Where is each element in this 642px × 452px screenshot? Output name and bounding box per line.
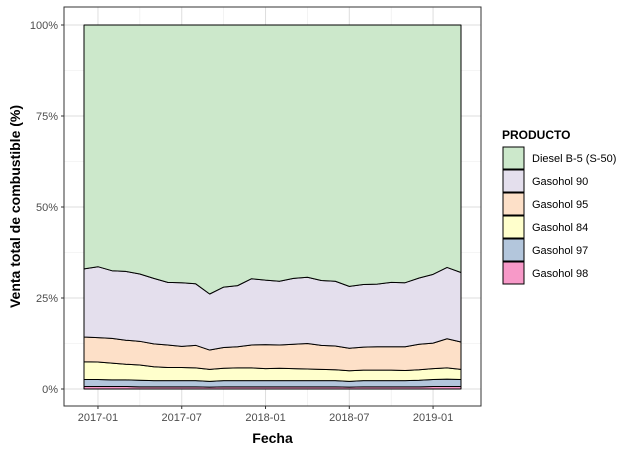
legend-title: PRODUCTO xyxy=(502,128,570,142)
legend-key-swatch xyxy=(502,215,525,239)
axes: 0% 25% 50% 75% 100% 2017-01 2017-07 2018-01 2018… xyxy=(30,20,453,424)
y-tick-label: 50% xyxy=(36,202,58,214)
legend-key-swatch xyxy=(502,192,525,216)
y-tick-label: 75% xyxy=(36,111,58,123)
legend-label: Gasohol 97 xyxy=(532,245,588,257)
legend-label: Gasohol 84 xyxy=(532,222,588,234)
x-tick-label: 2018-01 xyxy=(245,412,285,424)
area-diesel-b-5-s-50 xyxy=(83,24,462,295)
legend-key-swatch xyxy=(502,261,525,285)
legend-key-swatch xyxy=(502,146,525,170)
legend-label: Diesel B-5 (S-50) xyxy=(532,153,616,165)
x-tick-label: 2017-07 xyxy=(162,412,202,424)
y-tick-label: 25% xyxy=(36,293,58,305)
legend-key-swatch xyxy=(502,238,525,262)
y-tick-label: 0% xyxy=(42,384,58,396)
x-tick-label: 2019-01 xyxy=(413,412,453,424)
y-axis-title: Venta total de combustible (%) xyxy=(7,105,23,308)
area-series xyxy=(83,24,462,390)
y-tick-label: 100% xyxy=(30,20,58,32)
legend-label: Gasohol 98 xyxy=(532,268,588,280)
x-axis-title: Fecha xyxy=(252,430,293,446)
legend-key-swatch xyxy=(502,169,525,193)
legend-label: Gasohol 90 xyxy=(532,176,588,188)
legend: PRODUCTO Diesel B-5 (S-50) Gasohol 90 Gaso… xyxy=(502,128,616,285)
x-tick-label: 2018-07 xyxy=(329,412,369,424)
legend-label: Gasohol 95 xyxy=(532,199,588,211)
x-tick-label: 2017-01 xyxy=(78,412,118,424)
